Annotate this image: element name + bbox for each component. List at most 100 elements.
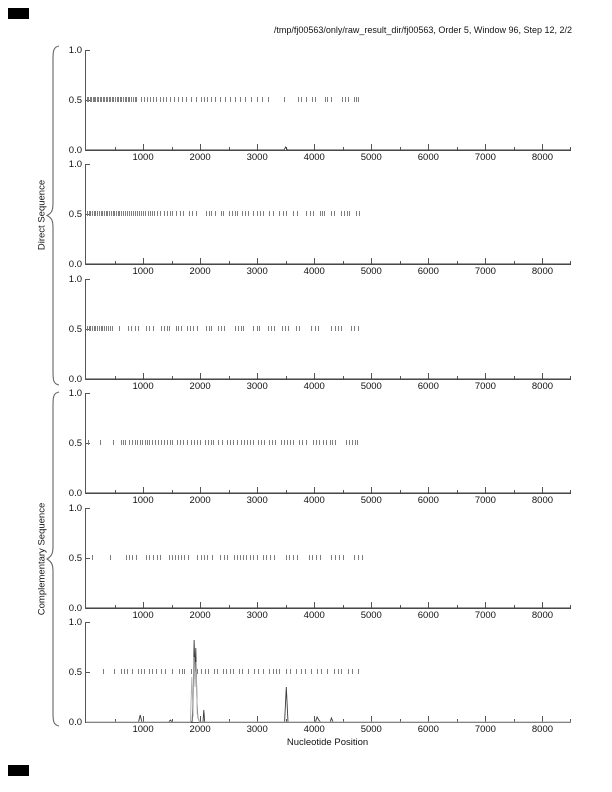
rug-mark: [178, 326, 180, 331]
rug-mark: [297, 555, 299, 560]
rug-mark: [111, 326, 113, 331]
rug-mark: [351, 326, 353, 331]
rug-mark: [181, 97, 183, 102]
x-tick-label: 8000: [531, 381, 554, 392]
rug-mark: [181, 669, 183, 674]
x-tick-label: 4000: [303, 381, 325, 392]
rug-mark: [283, 440, 285, 445]
rug-mark: [164, 326, 166, 331]
rug-mark: [344, 211, 346, 216]
rug-mark: [123, 440, 125, 445]
signal-curves: [86, 378, 571, 380]
x-tick-minor: [285, 605, 287, 608]
x-tick-minor: [513, 719, 515, 722]
x-tick-label: 5000: [360, 152, 382, 163]
rug-mark: [143, 211, 145, 216]
rug-mark: [103, 326, 105, 331]
rug-mark: [214, 669, 216, 674]
registration-mark-bottom-left: [8, 765, 29, 776]
rug-mark: [137, 211, 139, 216]
x-tick-major: [542, 373, 544, 379]
rug-mark: [259, 326, 261, 331]
x-tick-minor: [228, 719, 230, 722]
rug-mark: [305, 440, 307, 445]
x-tick-label: 8000: [531, 610, 554, 621]
rug-mark: [203, 97, 205, 102]
rug-mark: [98, 211, 100, 216]
y-tick-label: 1.0: [68, 387, 82, 399]
rug-mark: [289, 669, 291, 674]
rug-mark: [315, 555, 317, 560]
x-tick-minor: [456, 261, 458, 264]
rug-mark: [140, 97, 142, 102]
rug-mark: [169, 440, 171, 445]
y-tick-label: 1.0: [68, 273, 82, 285]
rug-mark: [221, 211, 223, 216]
rug-mark: [131, 211, 133, 216]
rug-mark: [298, 326, 300, 331]
rug-mark: [210, 97, 212, 102]
rug-mark: [237, 440, 239, 445]
x-tick-label: 3000: [246, 152, 268, 163]
rug-mark: [165, 669, 167, 674]
rug-mark: [302, 440, 304, 445]
rug-mark: [248, 669, 250, 674]
rug-mark: [257, 555, 259, 560]
rug-mark: [262, 555, 264, 560]
rug-mark: [283, 97, 285, 102]
rug-mark: [176, 211, 178, 216]
rug-mark: [205, 211, 207, 216]
rug-mark: [261, 440, 263, 445]
rug-mark: [98, 97, 100, 102]
rug-mark: [131, 669, 133, 674]
rug-mark: [135, 211, 137, 216]
rug-mark: [208, 440, 210, 445]
rug-mark: [121, 211, 123, 216]
rug-mark: [331, 555, 333, 560]
rug-mark: [91, 211, 93, 216]
rug-mark: [341, 97, 343, 102]
x-tick-major: [314, 487, 316, 493]
x-tick-major: [428, 716, 430, 722]
rug-mark: [224, 97, 226, 102]
x-axis-title: Nucleotide Position: [286, 737, 369, 748]
rug-mark: [253, 211, 255, 216]
x-tick-label: 2000: [189, 610, 211, 621]
rug-mark: [205, 326, 207, 331]
x-tick-label: 5000: [360, 381, 382, 392]
rug-mark: [145, 326, 147, 331]
rug-mark: [234, 211, 236, 216]
rug-mark: [238, 669, 240, 674]
rug-mark: [354, 326, 356, 331]
rug-mark: [233, 669, 235, 674]
rug-mark: [254, 669, 256, 674]
rug-mark: [143, 97, 145, 102]
y-tick: [86, 50, 90, 51]
rug-mark: [237, 555, 239, 560]
x-tick-minor: [513, 376, 515, 379]
rug-mark: [356, 211, 358, 216]
rug-mark: [154, 211, 156, 216]
x-tick-minor: [171, 605, 173, 608]
rug-mark: [257, 669, 259, 674]
rug-mark: [111, 97, 113, 102]
x-tick-minor: [114, 261, 116, 264]
rug-mark: [197, 440, 199, 445]
x-tick-major: [485, 716, 487, 722]
rug-mark: [190, 440, 192, 445]
x-tick-major: [200, 144, 202, 150]
rug-mark: [186, 326, 188, 331]
rug-mark: [346, 440, 348, 445]
x-tick-label: 7000: [474, 495, 496, 506]
rug-mark: [90, 326, 92, 331]
rug-mark: [205, 440, 207, 445]
x-tick-label: 4000: [303, 724, 325, 735]
x-tick-label: 3000: [246, 266, 268, 277]
rug-mark: [125, 97, 127, 102]
rug-mark: [268, 97, 270, 102]
rug-mark: [264, 440, 266, 445]
rug-mark: [160, 555, 162, 560]
rug-mark: [132, 555, 134, 560]
rug-mark: [213, 440, 215, 445]
rug-mark: [319, 211, 321, 216]
